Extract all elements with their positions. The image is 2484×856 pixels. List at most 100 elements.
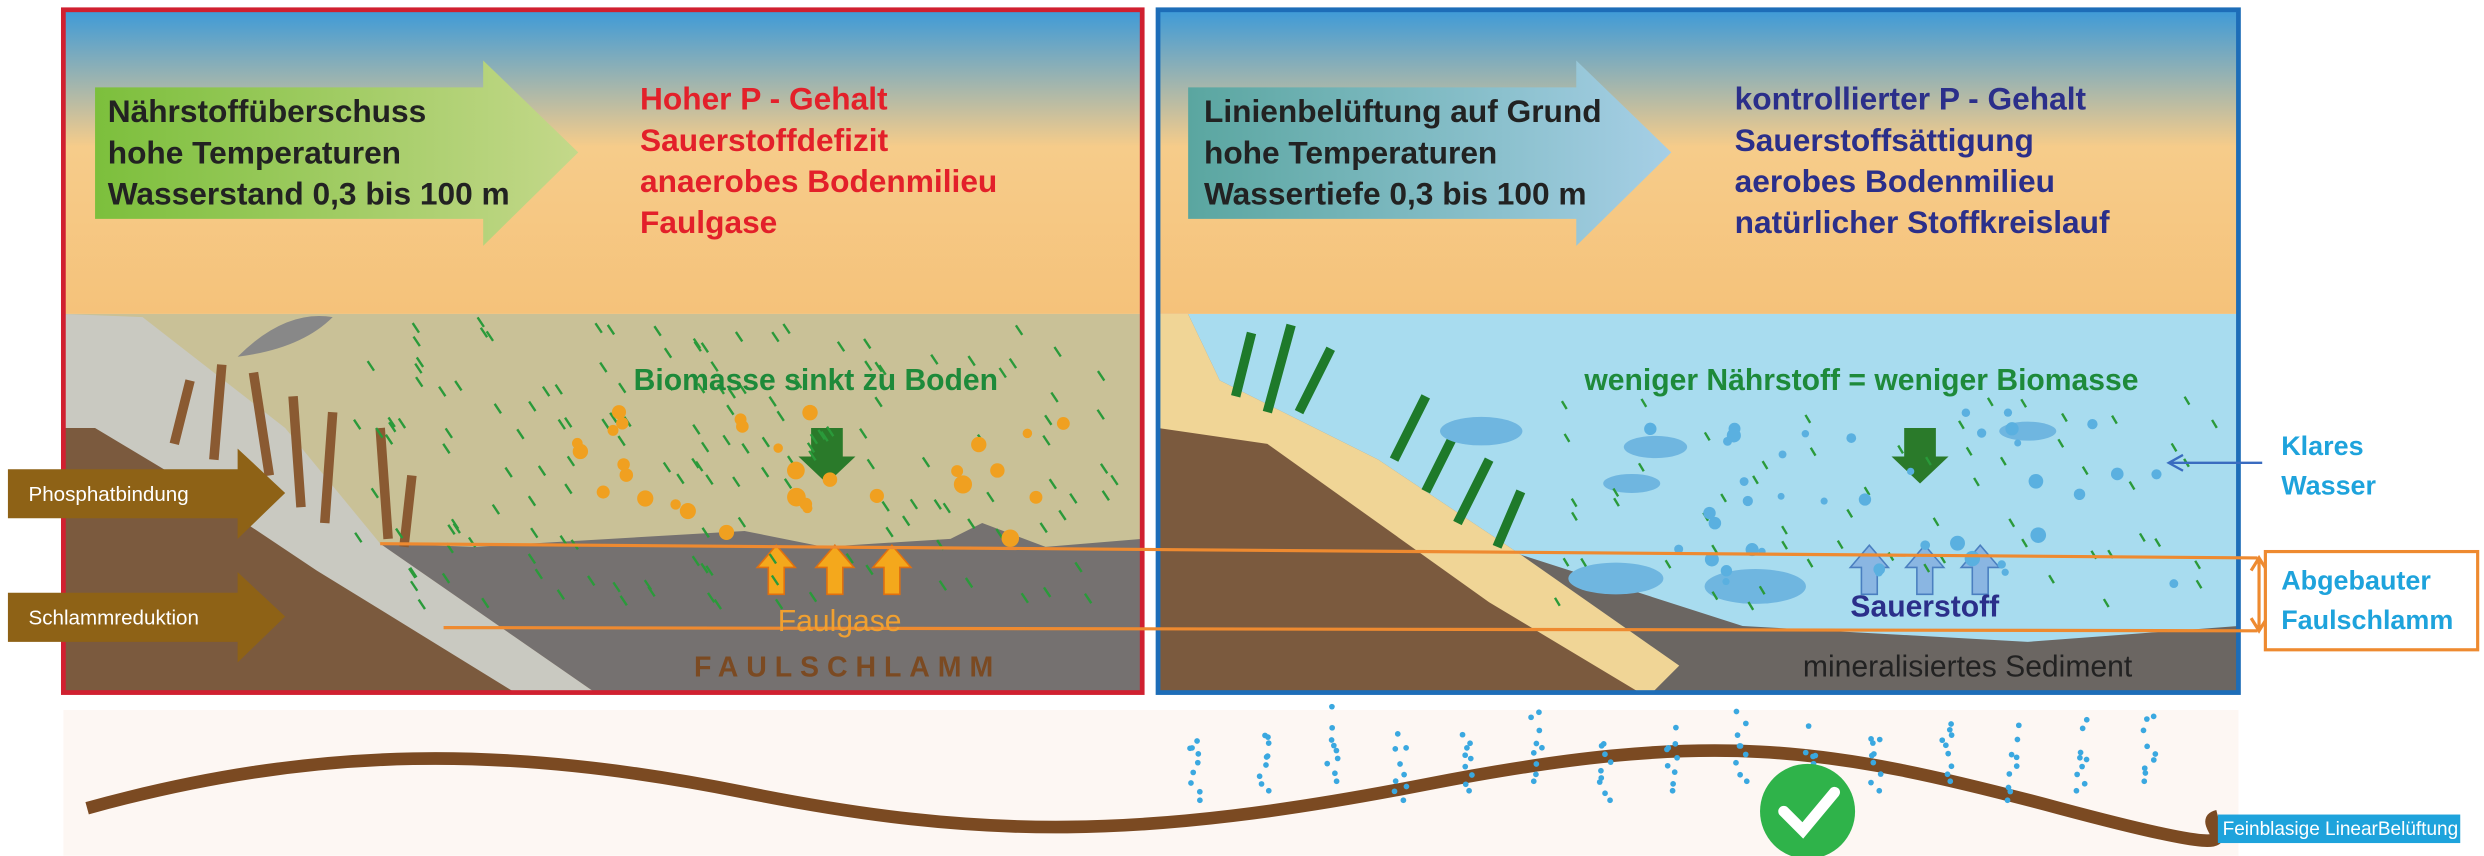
particle (885, 526, 894, 538)
pipe (85, 744, 2224, 847)
particle (417, 598, 426, 610)
particle (799, 497, 813, 511)
particle (820, 431, 829, 442)
down-arrow (798, 428, 856, 484)
phosphate-arrow (7, 448, 286, 539)
particle (1726, 428, 1741, 443)
particle (1536, 709, 1542, 716)
particle (1876, 736, 1883, 743)
particle (700, 562, 709, 574)
particle (516, 428, 525, 440)
particle (1394, 731, 1401, 737)
particle (1703, 431, 1711, 441)
particle (2014, 439, 2022, 447)
particle (530, 527, 539, 539)
particle (596, 485, 610, 499)
particle (481, 597, 490, 609)
particle (967, 518, 976, 530)
particle (859, 428, 868, 439)
particle (491, 503, 501, 515)
left-scene (63, 9, 1143, 693)
particle (1056, 417, 1070, 430)
particle (2079, 725, 2086, 732)
arrow-line: Wassertiefe 0,3 bis 100 m (1204, 176, 1587, 212)
particle (1101, 490, 1110, 501)
particle (1263, 762, 1269, 768)
particle (1961, 408, 1971, 418)
particle (1720, 565, 1733, 577)
particle (2087, 418, 2098, 430)
particle (1781, 540, 1789, 550)
particle (2140, 727, 2147, 734)
particle (1332, 770, 1338, 777)
particle (1665, 744, 1672, 751)
particle (607, 424, 619, 436)
particle (2003, 408, 2013, 417)
particle (933, 499, 942, 510)
particle (695, 460, 704, 472)
particle (1664, 559, 1672, 569)
particle (1637, 462, 1645, 472)
down-arrow (1891, 428, 1949, 484)
particle (691, 457, 700, 469)
particle (618, 382, 627, 394)
arrow-line: hohe Temperaturen (108, 134, 401, 170)
particle (1324, 760, 1331, 767)
particle (1265, 740, 1272, 747)
particle (1598, 775, 1605, 781)
particle (2128, 481, 2136, 491)
particle (1553, 597, 1561, 607)
particle (705, 474, 714, 486)
arrow-line: hohe Temperaturen (1204, 134, 1497, 170)
gas-label: Faulgase (778, 605, 902, 638)
particle (1334, 755, 1341, 762)
particle (1053, 346, 1062, 358)
particle (447, 524, 456, 536)
particle (2194, 560, 2201, 570)
particle (863, 338, 872, 350)
particle (1948, 732, 1955, 738)
particle (441, 572, 451, 584)
particle (836, 341, 846, 352)
particle (874, 361, 883, 373)
particle (700, 342, 710, 353)
particle (1602, 751, 1608, 758)
particle (1836, 540, 1844, 550)
arrow-line: Linienbelüftung auf Grund (1204, 93, 1602, 129)
particle (1948, 721, 1954, 727)
particle (692, 424, 701, 435)
particle (676, 473, 685, 485)
particle (1039, 522, 1048, 534)
particle (2006, 771, 2013, 777)
particle (409, 567, 418, 578)
particle (1820, 497, 1828, 505)
particle (2005, 784, 2012, 791)
particle (741, 443, 750, 454)
particle (1467, 755, 1474, 762)
particle (2111, 415, 2118, 425)
status-line: anaerobes Bodenmilieu (640, 163, 997, 199)
sludge-box (2263, 549, 2480, 652)
particle (802, 404, 818, 421)
particle (1044, 414, 1053, 426)
particle (387, 416, 396, 428)
particle (1329, 724, 1336, 731)
particle (1997, 560, 2006, 569)
clear-water-pointer (2166, 453, 2263, 472)
particle (1743, 778, 1750, 785)
particle (1720, 493, 1727, 503)
particle (845, 552, 854, 564)
particle (866, 458, 875, 470)
particle (773, 443, 783, 453)
particle (1669, 787, 1676, 794)
particle (1196, 788, 1203, 795)
particle (1942, 742, 1949, 749)
particle (375, 427, 384, 439)
status-line: Sauerstoffdefizit (640, 122, 889, 158)
particle (1806, 558, 1814, 568)
particle (1877, 771, 1884, 777)
particle (2013, 754, 2020, 761)
check-circle (1760, 763, 1856, 856)
particle (2073, 787, 2080, 794)
